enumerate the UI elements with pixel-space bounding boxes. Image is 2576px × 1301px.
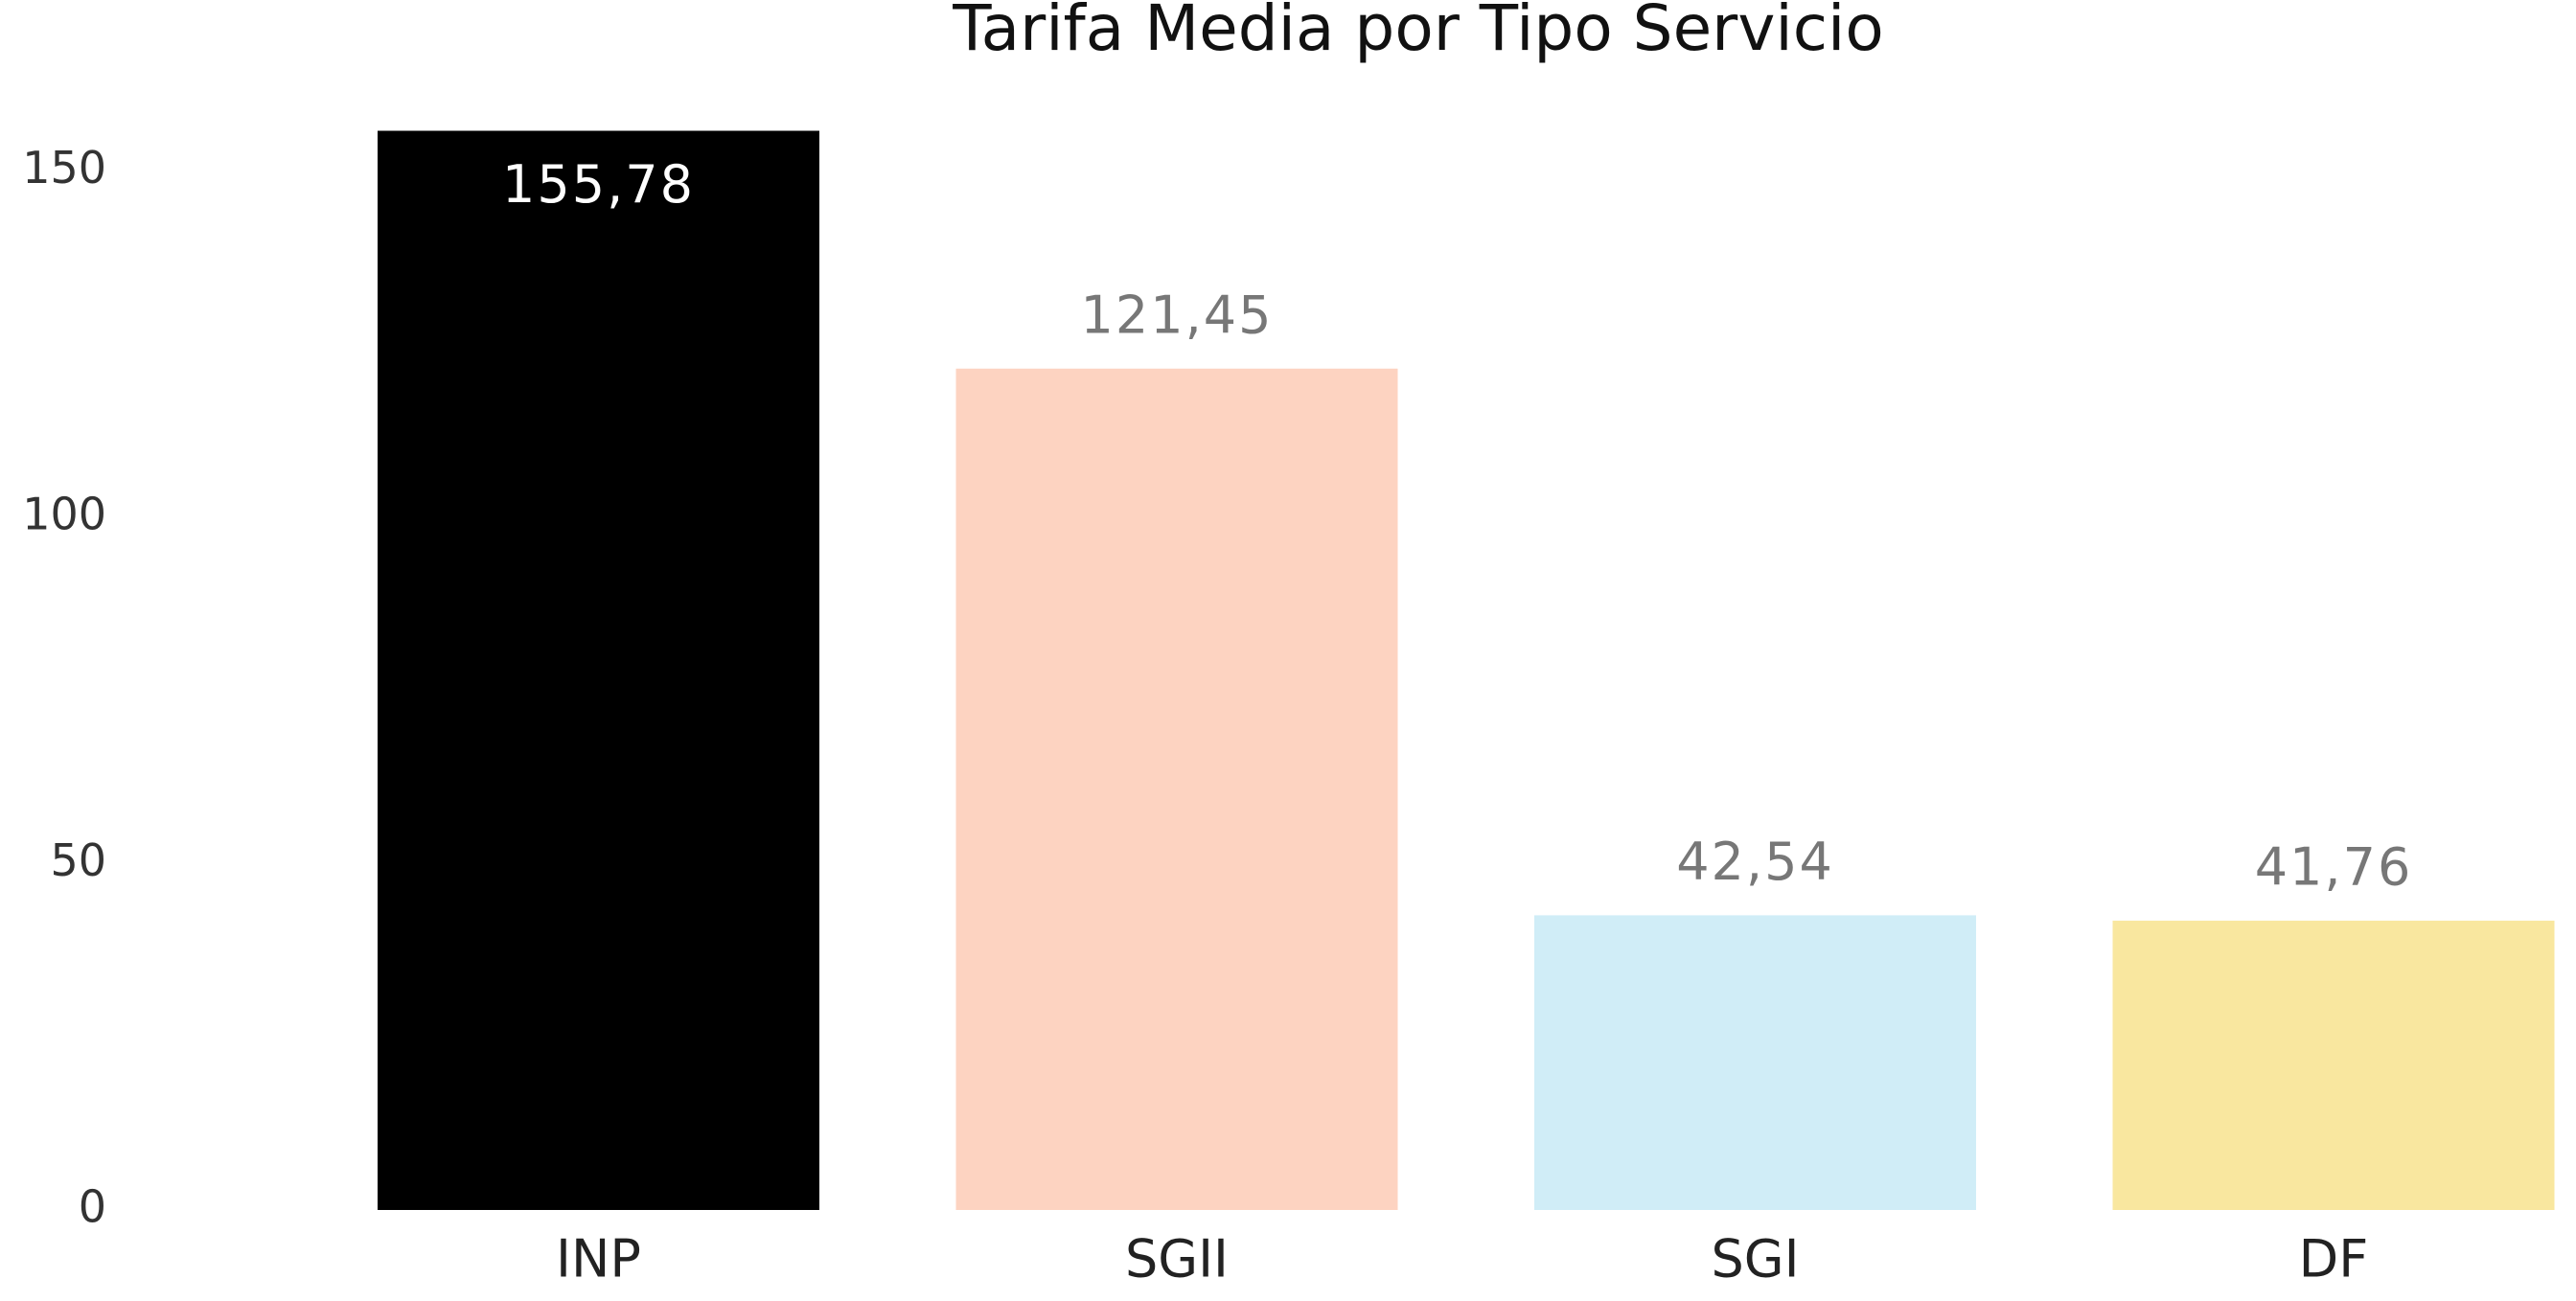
value-label: 121,45	[1081, 285, 1274, 345]
y-tick-label: 0	[79, 1181, 106, 1233]
y-tick-label: 50	[50, 834, 106, 886]
bar	[378, 130, 819, 1210]
x-tick-label: DF	[2299, 1229, 2369, 1290]
value-label: 41,76	[2255, 837, 2413, 898]
x-tick-label: SGI	[1711, 1229, 1799, 1290]
value-label: 42,54	[1676, 832, 1834, 892]
x-tick-label: SGII	[1125, 1229, 1229, 1290]
chart-title: Tarifa Media por Tipo Servicio	[952, 0, 1883, 65]
y-tick-label: 150	[22, 142, 106, 194]
value-label: 155,78	[502, 154, 695, 215]
y-tick-label: 100	[22, 488, 106, 539]
bar	[1534, 915, 1976, 1210]
bar	[955, 368, 1398, 1211]
x-tick-label: INP	[556, 1229, 641, 1290]
bar	[2112, 921, 2555, 1210]
